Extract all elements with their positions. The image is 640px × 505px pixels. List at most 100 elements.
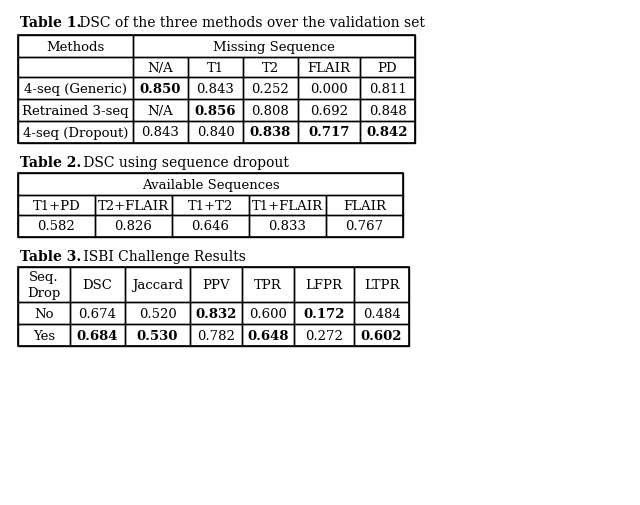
Bar xyxy=(18,174,403,237)
Bar xyxy=(360,78,415,100)
Text: LFPR: LFPR xyxy=(305,278,342,291)
Bar xyxy=(249,195,326,216)
Bar xyxy=(70,324,125,346)
Bar xyxy=(242,324,294,346)
Text: Missing Sequence: Missing Sequence xyxy=(213,40,335,54)
Text: PPV: PPV xyxy=(202,278,230,291)
Bar xyxy=(294,302,354,324)
Bar xyxy=(298,122,360,144)
Bar xyxy=(95,195,172,216)
Text: 0.767: 0.767 xyxy=(346,220,383,233)
Text: Yes: Yes xyxy=(33,329,55,342)
Bar xyxy=(18,216,95,237)
Bar xyxy=(326,216,403,237)
Bar xyxy=(133,78,188,100)
Bar xyxy=(243,100,298,122)
Text: 0.826: 0.826 xyxy=(115,220,152,233)
Bar xyxy=(18,78,133,100)
Bar xyxy=(125,302,190,324)
Text: N/A: N/A xyxy=(148,62,173,74)
Text: 0.684: 0.684 xyxy=(77,329,118,342)
Bar xyxy=(188,100,243,122)
Text: 0.648: 0.648 xyxy=(247,329,289,342)
Text: T1: T1 xyxy=(207,62,224,74)
Text: 0.674: 0.674 xyxy=(79,307,116,320)
Text: Table 3.: Table 3. xyxy=(20,249,81,264)
Bar xyxy=(326,195,403,216)
Text: 0.272: 0.272 xyxy=(305,329,343,342)
Text: 0.848: 0.848 xyxy=(369,105,406,117)
Text: 0.833: 0.833 xyxy=(269,220,307,233)
Bar xyxy=(18,268,409,346)
Bar xyxy=(190,324,242,346)
Text: PD: PD xyxy=(378,62,397,74)
Bar xyxy=(242,302,294,324)
Bar xyxy=(172,195,249,216)
Bar xyxy=(188,58,243,78)
Text: 0.484: 0.484 xyxy=(363,307,401,320)
Bar xyxy=(133,58,188,78)
Bar xyxy=(354,268,409,302)
Text: Table 1.: Table 1. xyxy=(20,16,81,30)
Text: 0.838: 0.838 xyxy=(250,126,291,139)
Text: Retrained 3-seq: Retrained 3-seq xyxy=(22,105,129,117)
Bar xyxy=(70,268,125,302)
Bar xyxy=(360,100,415,122)
Bar xyxy=(298,78,360,100)
Bar xyxy=(70,302,125,324)
Text: Table 2.: Table 2. xyxy=(20,156,81,170)
Text: 0.842: 0.842 xyxy=(367,126,408,139)
Bar xyxy=(298,100,360,122)
Text: 0.840: 0.840 xyxy=(196,126,234,139)
Bar xyxy=(243,78,298,100)
Bar xyxy=(294,324,354,346)
Bar xyxy=(360,58,415,78)
Bar xyxy=(354,302,409,324)
Text: 0.646: 0.646 xyxy=(191,220,230,233)
Text: FLAIR: FLAIR xyxy=(307,62,351,74)
Text: 0.843: 0.843 xyxy=(141,126,179,139)
Text: DSC of the three methods over the validation set: DSC of the three methods over the valida… xyxy=(75,16,425,30)
Text: 0.782: 0.782 xyxy=(197,329,235,342)
Text: 0.692: 0.692 xyxy=(310,105,348,117)
Text: 0.582: 0.582 xyxy=(38,220,76,233)
Text: 0.843: 0.843 xyxy=(196,82,234,95)
Bar xyxy=(133,122,188,144)
Bar xyxy=(125,268,190,302)
Text: 0.808: 0.808 xyxy=(252,105,289,117)
Bar xyxy=(18,58,133,78)
Text: Jaccard: Jaccard xyxy=(132,278,183,291)
Bar xyxy=(18,324,70,346)
Text: 0.602: 0.602 xyxy=(361,329,403,342)
Bar xyxy=(18,122,133,144)
Bar xyxy=(133,36,415,58)
Text: DSC using sequence dropout: DSC using sequence dropout xyxy=(79,156,289,170)
Bar xyxy=(249,216,326,237)
Text: ISBI Challenge Results: ISBI Challenge Results xyxy=(79,249,246,264)
Bar xyxy=(354,324,409,346)
Text: N/A: N/A xyxy=(148,105,173,117)
Text: 4-seq (Dropout): 4-seq (Dropout) xyxy=(23,126,128,139)
Bar xyxy=(133,100,188,122)
Bar xyxy=(18,174,403,195)
Text: 0.717: 0.717 xyxy=(308,126,349,139)
Text: 0.850: 0.850 xyxy=(140,82,181,95)
Text: 0.811: 0.811 xyxy=(369,82,406,95)
Text: 0.252: 0.252 xyxy=(252,82,289,95)
Bar xyxy=(188,122,243,144)
Text: T2+FLAIR: T2+FLAIR xyxy=(98,199,169,212)
Text: Seq.
Drop: Seq. Drop xyxy=(28,271,61,299)
Text: 4-seq (Generic): 4-seq (Generic) xyxy=(24,82,127,95)
Bar xyxy=(172,216,249,237)
Text: LTPR: LTPR xyxy=(364,278,399,291)
Text: TPR: TPR xyxy=(254,278,282,291)
Text: 0.172: 0.172 xyxy=(303,307,345,320)
Bar xyxy=(18,195,95,216)
Text: 0.600: 0.600 xyxy=(249,307,287,320)
Bar xyxy=(190,268,242,302)
Bar xyxy=(294,268,354,302)
Bar xyxy=(243,122,298,144)
Text: T1+T2: T1+T2 xyxy=(188,199,233,212)
Bar xyxy=(18,268,70,302)
Bar xyxy=(95,216,172,237)
